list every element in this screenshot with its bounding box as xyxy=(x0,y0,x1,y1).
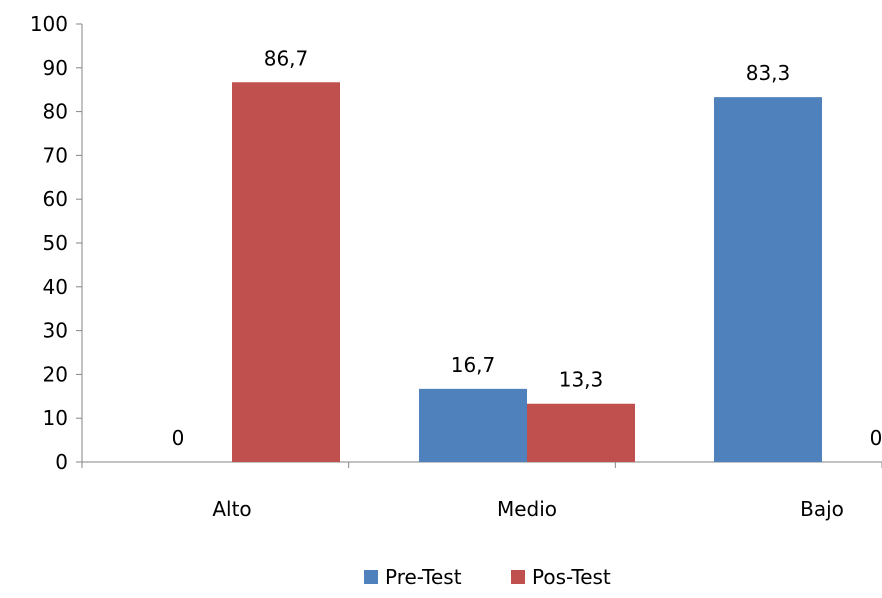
y-tick-label: 10 xyxy=(43,406,68,430)
data-label: 86,7 xyxy=(264,46,309,70)
legend-label-pre-test: Pre-Test xyxy=(385,565,462,589)
data-label: 0 xyxy=(870,426,882,450)
data-label: 13,3 xyxy=(559,368,604,392)
y-tick-label: 30 xyxy=(43,319,68,343)
data-label: 83,3 xyxy=(746,61,791,85)
legend-swatch-pre-test xyxy=(364,570,378,584)
y-tick-label: 80 xyxy=(43,100,68,124)
data-labels: 0 16,7 83,3 86,7 13,3 0 xyxy=(172,46,882,450)
y-tick-label: 40 xyxy=(43,275,68,299)
y-tick-label: 0 xyxy=(55,450,68,474)
y-tick-label: 20 xyxy=(43,362,68,386)
legend: Pre-Test Pos-Test xyxy=(364,565,611,589)
x-category-label: Alto xyxy=(212,497,251,521)
y-tick-label: 50 xyxy=(43,231,68,255)
y-tick-label: 70 xyxy=(43,143,68,167)
x-category-label: Medio xyxy=(497,497,557,521)
y-tick-label: 90 xyxy=(43,56,68,80)
bar-pre-test-bajo xyxy=(714,97,822,463)
data-label: 16,7 xyxy=(451,353,496,377)
bar-pos-test-alto xyxy=(232,82,340,462)
x-category-label: Bajo xyxy=(800,497,844,521)
data-label: 0 xyxy=(172,426,185,450)
bars xyxy=(232,82,822,463)
y-tick-label: 100 xyxy=(30,12,68,36)
legend-label-pos-test: Pos-Test xyxy=(532,565,611,589)
bar-pre-test-medio xyxy=(419,388,527,462)
y-tick-label: 60 xyxy=(43,187,68,211)
legend-swatch-pos-test xyxy=(511,570,525,584)
bar-pos-test-medio xyxy=(527,403,635,462)
y-axis: 0 10 20 30 40 50 60 70 80 90 100 xyxy=(30,12,83,474)
x-axis: Alto Medio Bajo xyxy=(81,461,882,521)
